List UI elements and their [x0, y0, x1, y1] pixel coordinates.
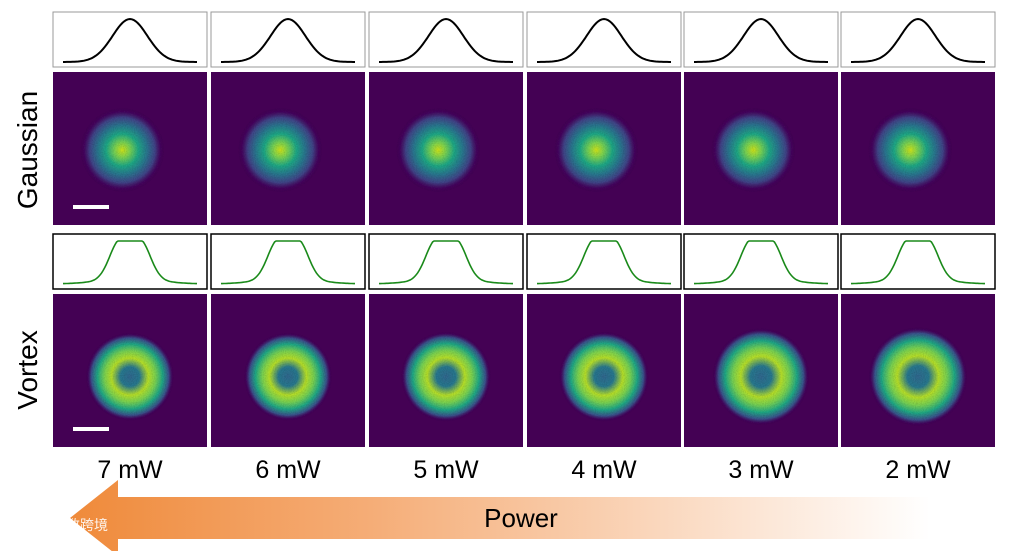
vortex-beam-ring [559, 331, 649, 422]
vortex-profile-box [683, 233, 839, 290]
gaussian-row-label: Gaussian [12, 91, 43, 209]
gaussian-profile-curve [694, 17, 828, 63]
power-arrow-label: Power [484, 503, 558, 533]
vortex-profile-box [368, 233, 524, 290]
power-column: 6 mW [210, 11, 366, 484]
power-column: 5 mW [368, 11, 524, 484]
gaussian-profile-box [52, 11, 208, 68]
gaussian-profile-curve [851, 17, 985, 63]
power-label: 2 mW [885, 456, 951, 484]
power-label: 6 mW [255, 456, 321, 484]
vortex-beam-ring [401, 331, 491, 422]
gaussian-profile-box [210, 11, 366, 68]
vortex-profile-curve [537, 240, 671, 285]
power-column: 4 mW [526, 11, 682, 484]
gaussian-profile-box [840, 11, 996, 68]
vortex-profile-box [52, 233, 208, 290]
power-label: 7 mW [97, 456, 163, 484]
gaussian-profile-box [368, 11, 524, 68]
vortex-profile-box [526, 233, 682, 290]
vortex-profile-curve [851, 240, 985, 285]
watermark: ℓ∞ 大数跨境 [19, 518, 108, 534]
gaussian-profile-box [683, 11, 839, 68]
power-label: 4 mW [571, 456, 637, 484]
watermark-logo-icon: ℓ∞ [19, 518, 37, 534]
vortex-profile-curve [221, 240, 355, 285]
vortex-beam-ring [86, 332, 174, 421]
power-column: 2 mW [840, 11, 996, 484]
power-label: 3 mW [728, 456, 794, 484]
vortex-beam-ring [712, 328, 810, 426]
vortex-profile-box [210, 233, 366, 290]
gaussian-beam-spot [238, 108, 323, 193]
vortex-beam-ring [868, 327, 968, 426]
gaussian-profile-curve [537, 17, 671, 63]
power-column: 7 mW [52, 11, 208, 484]
gaussian-beam-spot [80, 108, 165, 193]
gaussian-profile-curve [221, 17, 355, 63]
gaussian-beam-spot [554, 108, 639, 193]
vortex-profile-curve [694, 240, 828, 285]
gaussian-beam-spot [396, 108, 481, 193]
gaussian-beam-spot [711, 108, 796, 193]
vortex-profile-box [840, 233, 996, 290]
gaussian-beam-spot [868, 108, 953, 193]
power-arrow-shape [70, 480, 930, 551]
power-label: 5 mW [413, 456, 479, 484]
gaussian-scale-bar [73, 205, 109, 209]
gaussian-profile-curve [379, 17, 513, 63]
gaussian-profile-curve [63, 17, 197, 63]
vortex-profile-curve [379, 240, 513, 285]
power-column: 3 mW [683, 11, 839, 484]
vortex-row-label: Vortex [12, 330, 43, 409]
vortex-beam-ring [244, 332, 332, 421]
watermark-text: 大数跨境 [52, 518, 108, 534]
power-arrow: Power [70, 480, 930, 551]
vortex-scale-bar [73, 427, 109, 431]
power-columns: 7 mW 6 mW 5 mW 4 mW 3 mW 2 mW [52, 11, 996, 484]
vortex-profile-curve [63, 240, 197, 285]
gaussian-profile-box [526, 11, 682, 68]
